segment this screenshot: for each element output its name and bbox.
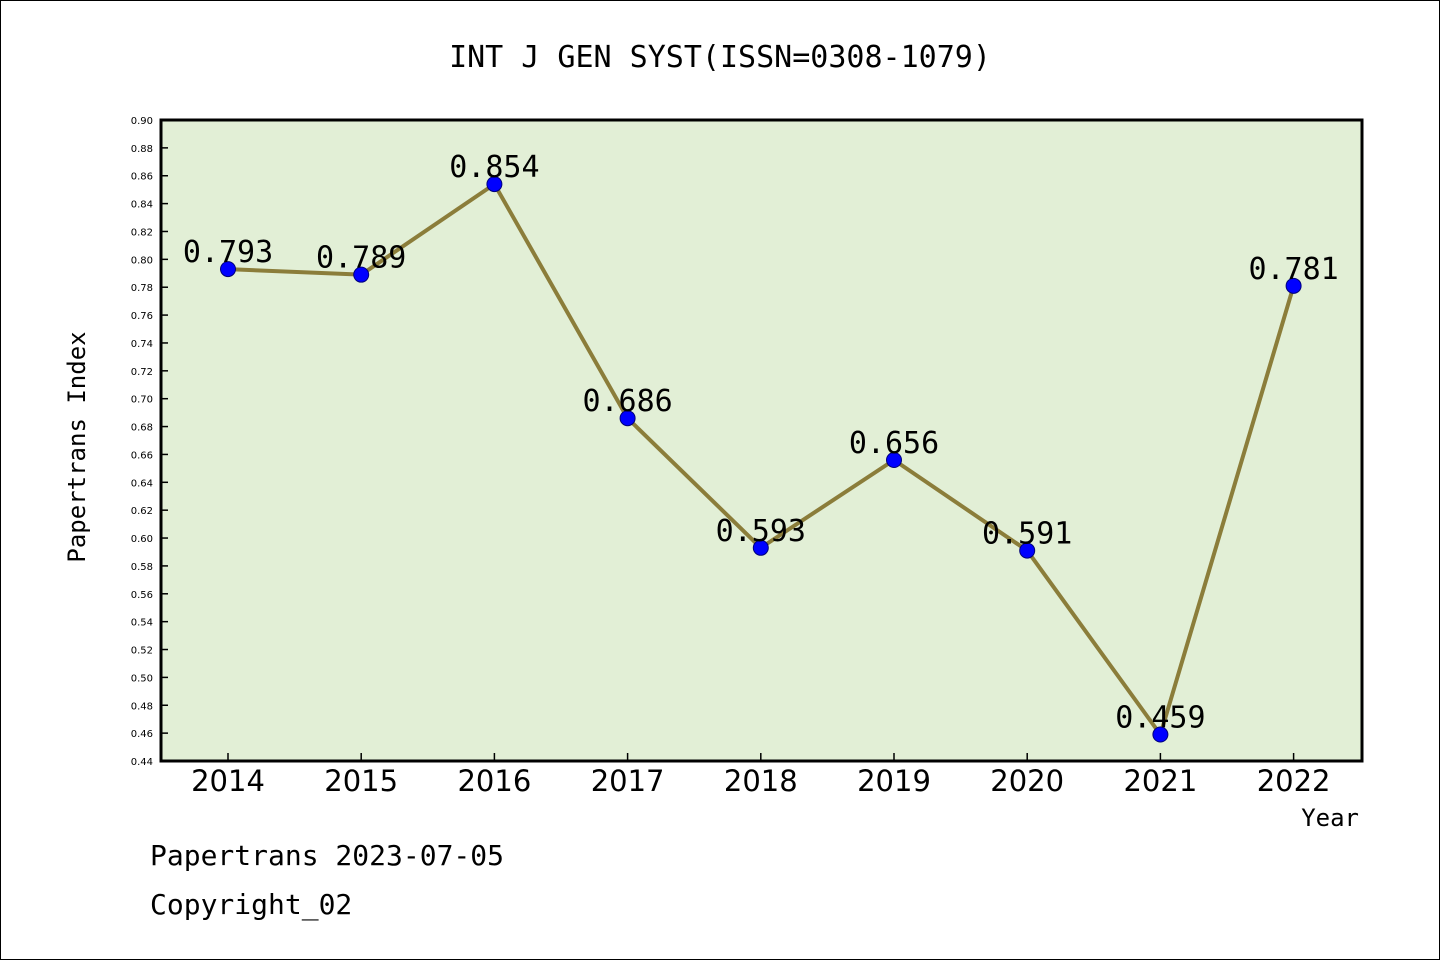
x-tick-label: 2016 — [457, 764, 531, 798]
y-tick-label: 0.82 — [131, 227, 153, 238]
data-labels: 0.793 0.789 0.854 0.686 0.593 0.656 0.591 0.459… — [183, 150, 1339, 735]
data-label: 0.781 — [1248, 252, 1338, 287]
y-tick-label: 0.80 — [131, 255, 153, 266]
data-point — [752, 539, 769, 556]
y-tick-label: 0.62 — [131, 506, 153, 517]
y-tick-label: 0.64 — [131, 478, 153, 489]
data-point — [619, 410, 636, 427]
data-point — [886, 452, 902, 469]
y-tick-label: 0.74 — [131, 339, 153, 350]
x-tick-label: 2015 — [324, 764, 398, 798]
y-tick-label: 0.90 — [131, 116, 153, 127]
data-label: 0.459 — [1115, 701, 1205, 736]
x-tick-label: 2017 — [591, 764, 665, 798]
x-tick-label: 2014 — [191, 764, 265, 798]
x-tick-label: 2018 — [724, 764, 798, 798]
x-tick-label: 2020 — [990, 764, 1064, 798]
y-axis: 0.44 0.46 0.48 0.50 0.52 0.54 0.56 0.58 0.60 0.62… — [131, 116, 168, 768]
y-tick-label: 0.50 — [131, 673, 153, 684]
footer-date: Papertrans 2023-07-05 — [150, 839, 504, 872]
footer-copyright: Copyright_02 — [150, 888, 352, 922]
y-tick-label: 0.88 — [131, 144, 153, 155]
y-tick-label: 0.54 — [131, 618, 153, 629]
x-tick-label: 2022 — [1257, 764, 1331, 798]
y-tick-label: 0.84 — [131, 200, 153, 211]
x-axis-title: Year — [1301, 804, 1359, 832]
y-tick-label: 0.76 — [131, 311, 153, 322]
data-label: 0.591 — [982, 517, 1072, 552]
y-tick-label: 0.56 — [131, 590, 153, 601]
data-label: 0.789 — [316, 241, 406, 276]
data-point — [1285, 277, 1302, 294]
chart-title: INT J GEN SYST(ISSN=0308-1079) — [449, 40, 991, 75]
data-label: 0.656 — [849, 426, 939, 461]
y-tick-label: 0.72 — [131, 367, 153, 378]
y-tick-label: 0.78 — [131, 283, 153, 294]
y-tick-label: 0.58 — [131, 562, 153, 573]
data-label: 0.854 — [449, 150, 539, 185]
data-point — [220, 261, 236, 278]
data-point — [1152, 726, 1169, 743]
y-tick-label: 0.44 — [131, 757, 153, 768]
y-tick-label: 0.86 — [131, 172, 153, 183]
data-point — [1019, 542, 1036, 559]
x-axis: 2014 2015 2016 2017 2018 2019 2020 2021 2022 — [191, 753, 1331, 798]
y-tick-label: 0.48 — [131, 701, 153, 712]
y-axis-title: Papertrans Index — [63, 331, 91, 562]
x-tick-label: 2021 — [1123, 764, 1197, 798]
x-tick-label: 2019 — [857, 764, 931, 798]
data-label: 0.593 — [716, 514, 806, 549]
y-tick-label: 0.68 — [131, 423, 153, 434]
y-tick-label: 0.70 — [131, 395, 153, 406]
data-label: 0.686 — [582, 384, 672, 419]
y-tick-label: 0.52 — [131, 646, 153, 657]
plot-area — [159, 118, 1364, 763]
y-tick-label: 0.46 — [131, 729, 153, 740]
data-markers — [220, 176, 1302, 743]
y-tick-label: 0.66 — [131, 450, 153, 461]
y-tick-label: 0.60 — [131, 534, 153, 545]
data-label: 0.793 — [183, 235, 273, 270]
data-point — [353, 266, 370, 283]
data-point — [486, 176, 503, 193]
